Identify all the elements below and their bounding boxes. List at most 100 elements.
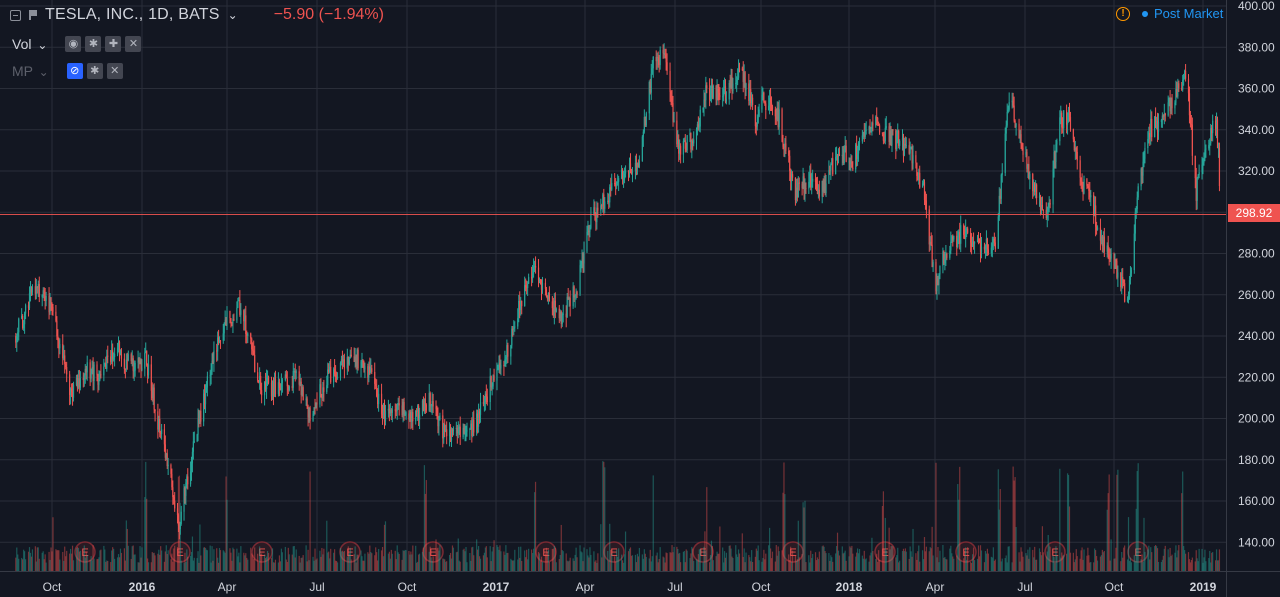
volume-bar [134,554,136,571]
candle-body [204,392,207,405]
volume-bar [987,553,990,571]
candle-body [281,379,283,384]
chevron-down-icon[interactable]: ⌄ [227,8,238,22]
candle-body [723,86,726,89]
candle-body [1108,254,1110,259]
collapse-icon[interactable] [10,9,21,21]
candle-body [702,107,704,110]
volume-bar [601,557,603,571]
volume-bar [1039,551,1042,571]
volume-bar [56,550,58,571]
candle-body [1150,118,1152,137]
candle-body [236,307,238,321]
candle-body [99,374,101,380]
candle-body [1099,227,1102,241]
candle-body [443,424,445,439]
volume-bar [525,557,527,571]
volume-bar [107,560,109,571]
volume-bar [412,545,414,571]
volume-bar [589,547,591,571]
candle-body [990,247,992,254]
volume-bar [62,551,64,571]
candle-body [463,427,465,434]
price-axis[interactable]: 140.00160.00180.00200.00220.00240.00260.… [1238,0,1275,549]
volume-bar [572,558,574,571]
candle-body [1018,123,1020,139]
candle-body [1088,188,1090,191]
warning-icon[interactable]: ! [1116,6,1130,21]
candle-body [1045,209,1047,219]
candle-body [478,411,481,415]
candle-body [264,381,267,390]
volume-bar [244,555,246,571]
candle-body [105,362,107,369]
candle-body [298,371,300,385]
earnings-marker-bg [782,541,804,563]
volume-bar [797,520,799,571]
candle-body [1202,162,1204,165]
candle-body [246,333,248,336]
candle-body [116,347,119,354]
plus-icon[interactable]: ✚ [105,36,122,52]
candle-body [547,292,550,299]
volume-bar [1075,549,1077,571]
hidden-icon[interactable]: ⊘ [66,63,83,79]
indicator-label[interactable]: Vol ⌄ [12,36,48,52]
candle-body [27,305,30,309]
volume-bar [1029,547,1031,571]
close-icon[interactable]: ✕ [125,36,142,52]
volume-bar [663,557,665,571]
volume-bar [339,548,342,571]
candle-body [24,313,26,325]
candle-body [106,355,108,369]
volume-bar [885,550,887,571]
time-axis[interactable]: Oct 2016 Apr Jul Oct 2017 Apr Jul Oct 2018 Apr Jul O… [43,580,1217,594]
candle-body [153,387,155,410]
volume-bar [479,558,482,571]
volume-bar [503,551,505,571]
volume-bar [274,559,277,571]
candle-body [952,236,954,240]
volume-bar [1063,554,1065,571]
candle-body [791,174,793,182]
close-icon[interactable]: ✕ [106,63,123,79]
volume-bar [97,558,99,571]
candle-body [706,85,708,89]
candle-body [66,367,68,375]
volume-bar [629,547,632,571]
volume-bar [368,553,370,571]
gear-icon[interactable]: ✱ [85,36,102,52]
candle-body [869,127,871,131]
candle-body [960,225,962,244]
volume-bar [1126,559,1129,571]
eye-icon[interactable]: ◉ [65,36,82,52]
volume-bar [930,548,932,571]
volume-bar [163,561,166,571]
chevron-down-icon[interactable]: ⌄ [38,65,49,79]
volume-bar [731,556,733,571]
volume-bar [631,555,634,571]
candle-body [718,92,720,96]
candle-body [449,429,452,441]
candle-body [620,169,623,179]
candle-body [835,156,837,175]
indicator-label[interactable]: MP ⌄ [12,63,49,79]
x-tick-label: Jul [1017,580,1032,594]
flag-icon[interactable] [27,9,39,21]
volume-bar [732,557,734,571]
post-market-status[interactable]: ! Post Market [1116,6,1223,21]
candle-body [492,375,494,387]
gear-icon[interactable]: ✱ [86,63,103,79]
chevron-down-icon[interactable]: ⌄ [37,38,48,52]
volume-bar [224,552,226,571]
volume-bar [864,559,866,571]
volume-bar [348,553,350,571]
candle-body [322,387,324,398]
candle-body [226,311,228,326]
candle-body [677,139,679,145]
symbol-title[interactable]: TESLA, INC., 1D, BATS [45,6,220,23]
volume-bar [1204,549,1206,571]
volume-bar [1046,551,1048,571]
candle-body [1095,226,1098,230]
